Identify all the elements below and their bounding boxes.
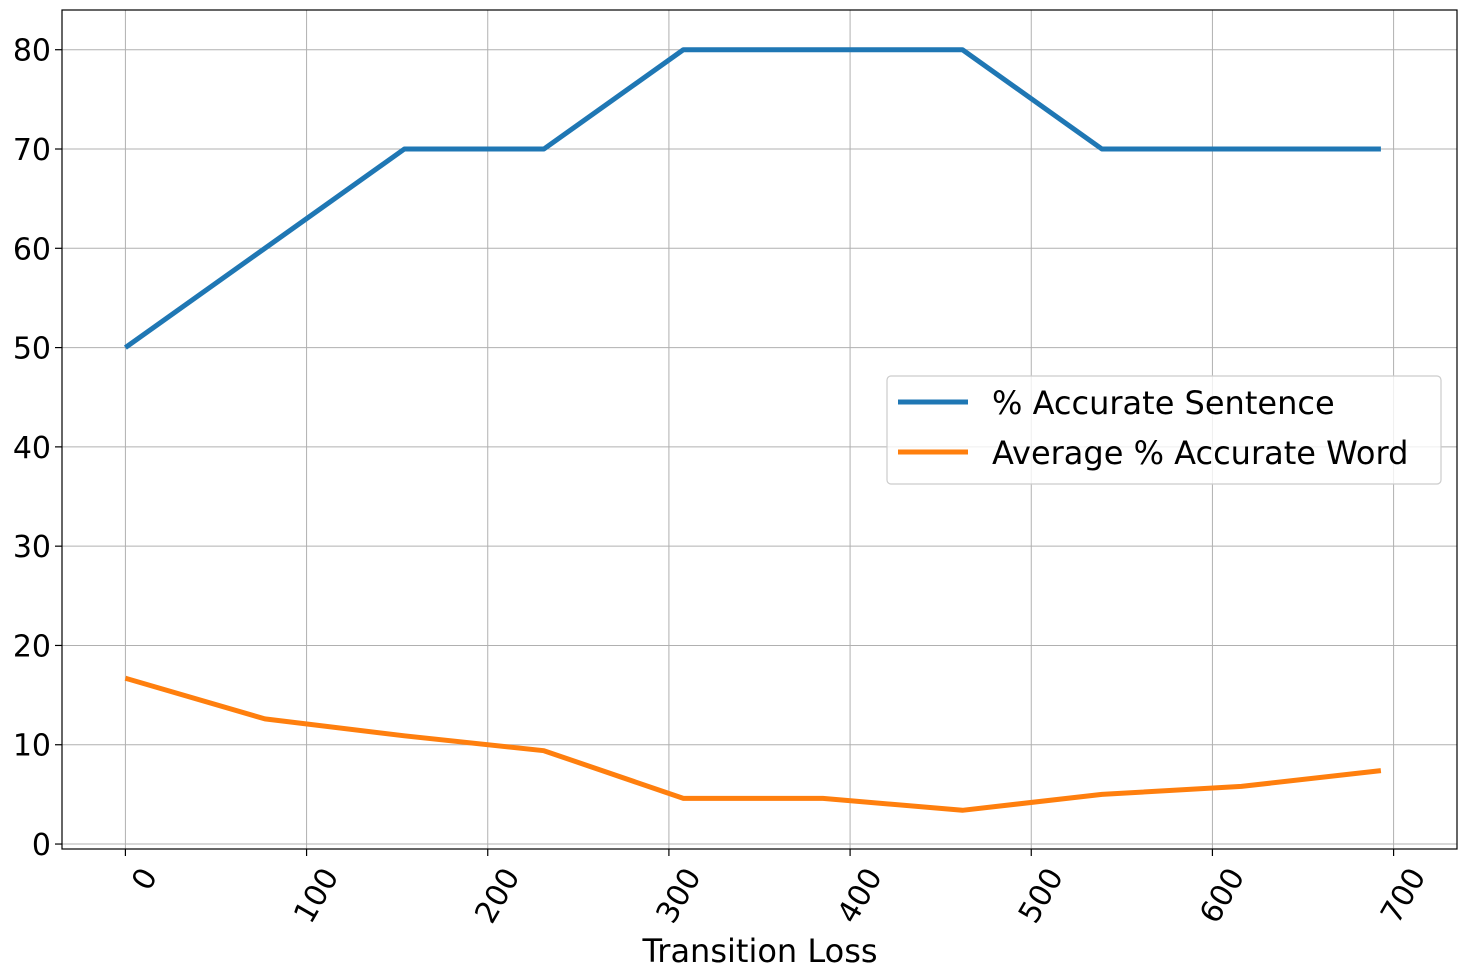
x-tick-label: 100 [287,862,346,929]
legend-box [886,375,1442,485]
x-tick-label: 600 [1193,862,1252,929]
y-axis-ticks: 0 10 20 30 40 50 60 70 80 [13,34,62,863]
x-axis-ticks: 0 100 200 300 400 500 600 700 [124,849,1433,929]
y-tick-label: 70 [13,133,51,168]
x-axis-label: Transition Loss [641,932,877,970]
x-tick-label: 500 [1012,862,1071,929]
x-tick-label: 300 [650,862,709,929]
legend-label-accurate-sentence: % Accurate Sentence [992,384,1335,422]
legend: % Accurate Sentence Average % Accurate W… [886,375,1442,485]
y-tick-label: 0 [32,828,51,863]
y-tick-label: 10 [13,729,51,764]
legend-label-average-accurate-word: Average % Accurate Word [992,434,1408,472]
y-tick-label: 80 [13,34,51,69]
series-lines [123,47,1382,813]
x-tick-label: 400 [831,862,890,929]
x-tick-label: 0 [125,862,165,896]
series-line-accurate-sentence [123,47,1381,350]
y-tick-label: 40 [13,431,51,466]
series-line-average-accurate-word [124,675,1382,813]
y-tick-label: 20 [13,629,51,664]
y-tick-label: 30 [13,530,51,565]
x-tick-label: 200 [468,862,527,929]
x-tick-label: 700 [1374,862,1433,929]
y-tick-label: 50 [13,332,51,367]
y-tick-label: 60 [13,232,51,267]
plot-frame [61,9,1458,850]
